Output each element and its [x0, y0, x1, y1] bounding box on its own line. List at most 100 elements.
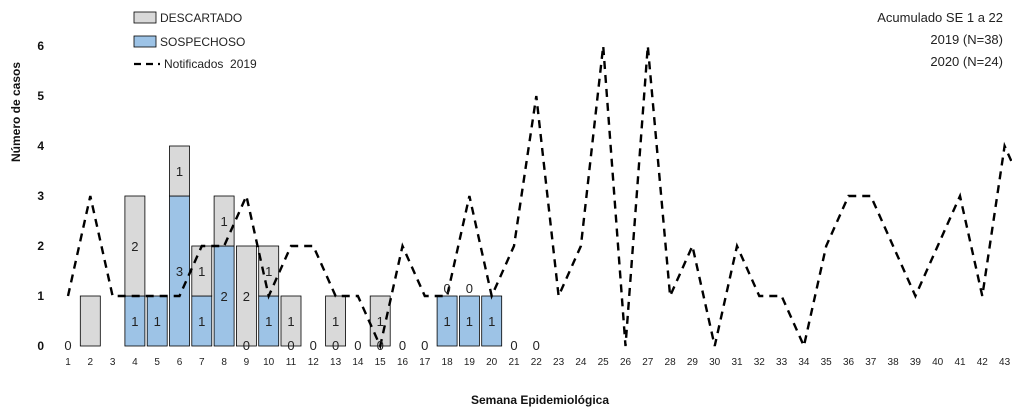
- x-tick-label: 27: [642, 357, 654, 368]
- x-tick-label: 12: [308, 357, 320, 368]
- data-label-descartado: 1: [220, 214, 227, 229]
- x-tick-label: 8: [221, 357, 227, 368]
- x-tick-label: 15: [375, 357, 387, 368]
- x-tick-label: 20: [486, 357, 498, 368]
- data-label-sospechoso: 0: [399, 338, 406, 353]
- x-tick-label: 23: [553, 357, 565, 368]
- x-tick-label: 26: [620, 357, 632, 368]
- x-tick-label: 5: [154, 357, 160, 368]
- x-tick-label: 1: [65, 357, 71, 368]
- data-label-sospechoso: 1: [198, 314, 205, 329]
- annotation-2020: 2020 (N=24): [930, 54, 1003, 69]
- x-tick-label: 2: [88, 357, 94, 368]
- bar-sospechoso: [458, 295, 480, 347]
- legend-swatch-descartado: [133, 11, 157, 24]
- x-tick-label: 37: [865, 357, 877, 368]
- data-label-sospechoso: 0: [421, 338, 428, 353]
- legend-swatch-sospechoso: [133, 35, 157, 48]
- x-tick-label: 18: [442, 357, 454, 368]
- y-tick-label: 3: [37, 189, 44, 203]
- y-tick-label: 0: [37, 339, 44, 353]
- x-tick-label: 17: [419, 357, 431, 368]
- y-axis-title: Número de casos: [9, 62, 23, 162]
- x-tick-label: 22: [531, 357, 543, 368]
- data-label-sospechoso: 1: [488, 314, 495, 329]
- y-tick-label: 5: [37, 89, 44, 103]
- x-tick-label: 40: [932, 357, 944, 368]
- x-tick-label: 7: [199, 357, 205, 368]
- data-label-sospechoso: 2: [220, 289, 227, 304]
- data-label-sospechoso: 0: [533, 338, 540, 353]
- data-label-sospechoso: 1: [131, 314, 138, 329]
- x-axis-title: Semana Epidemiológica: [471, 393, 609, 407]
- x-tick-label: 14: [352, 357, 364, 368]
- x-tick-label: 43: [999, 357, 1011, 368]
- data-label-sospechoso: 1: [154, 314, 161, 329]
- legend-label-sospechoso: SOSPECHOSO: [160, 35, 245, 49]
- data-label-sospechoso: 1: [265, 314, 272, 329]
- data-label-descartado: 1: [287, 314, 294, 329]
- data-label-descartado: 1: [198, 264, 205, 279]
- data-label-sospechoso: 0: [243, 338, 250, 353]
- annotation-2019: 2019 (N=38): [930, 32, 1003, 47]
- data-label-sospechoso: 0: [377, 338, 384, 353]
- x-tick-label: 28: [665, 357, 677, 368]
- data-label-sospechoso: 0: [310, 338, 317, 353]
- x-tick-label: 19: [464, 357, 476, 368]
- x-tick-label: 42: [977, 357, 989, 368]
- x-tick-label: 13: [330, 357, 342, 368]
- x-tick-label: 29: [687, 357, 699, 368]
- bar-descartado: [79, 295, 101, 347]
- data-label-sospechoso: 1: [466, 314, 473, 329]
- data-label-descartado: 1: [332, 314, 339, 329]
- legend-label-notificados: Notificados 2019: [164, 57, 257, 71]
- data-label-descartado: 1: [176, 164, 183, 179]
- x-tick-label: 32: [754, 357, 766, 368]
- data-label-sospechoso: 0: [510, 338, 517, 353]
- x-tick-label: 25: [598, 357, 610, 368]
- bar-sospechoso: [146, 295, 168, 347]
- data-label-sospechoso: 0: [64, 338, 71, 353]
- x-tick-label: 16: [397, 357, 409, 368]
- bar-descartado: [169, 145, 190, 197]
- x-tick-label: 41: [954, 357, 966, 368]
- line-notificados-2019: [66, 45, 1012, 350]
- data-label-sospechoso: 1: [443, 314, 450, 329]
- x-tick-label: 38: [888, 357, 900, 368]
- legend-label-descartado: DESCARTADO: [160, 11, 242, 25]
- data-label-sospechoso: 3: [176, 264, 183, 279]
- annotation-block: Acumulado SE 1 a 22 2019 (N=38) 2020 (N=…: [877, 10, 1003, 69]
- data-label-descartado: 0: [466, 281, 473, 296]
- x-tick-label: 33: [776, 357, 788, 368]
- data-label-sospechoso: 0: [354, 338, 361, 353]
- bar-descartado: [280, 295, 302, 347]
- bar-sospechoso: [436, 295, 458, 347]
- x-tick-label: 30: [709, 357, 721, 368]
- x-tick-label: 31: [731, 357, 743, 368]
- x-tick-label: 3: [110, 357, 116, 368]
- x-tick-label: 35: [821, 357, 833, 368]
- x-tick-label: 24: [575, 357, 587, 368]
- x-tick-label: 11: [286, 357, 297, 368]
- data-label-sospechoso: 0: [287, 338, 294, 353]
- x-tick-label: 4: [132, 357, 138, 368]
- data-label-sospechoso: 0: [332, 338, 339, 353]
- x-tick-label: 9: [244, 357, 250, 368]
- y-tick-label: 4: [37, 139, 44, 153]
- bar-descartado: [213, 195, 235, 247]
- y-tick-label: 6: [37, 39, 44, 53]
- data-label-descartado: 1: [377, 314, 384, 329]
- x-tick-label: 21: [508, 357, 520, 368]
- x-tick-label: 6: [177, 357, 183, 368]
- x-tick-label: 10: [263, 357, 275, 368]
- legend: DESCARTADO SOSPECHOSO Notificados 2019: [133, 11, 257, 71]
- y-tick-label: 2: [37, 239, 44, 253]
- x-tick-label: 34: [798, 357, 810, 368]
- data-label-descartado: 1: [265, 264, 272, 279]
- bar-descartado: [235, 245, 257, 347]
- x-tick-label: 36: [843, 357, 855, 368]
- data-label-descartado: 0: [443, 281, 450, 296]
- data-label-descartado: 2: [131, 239, 138, 254]
- x-tick-label: 39: [910, 357, 922, 368]
